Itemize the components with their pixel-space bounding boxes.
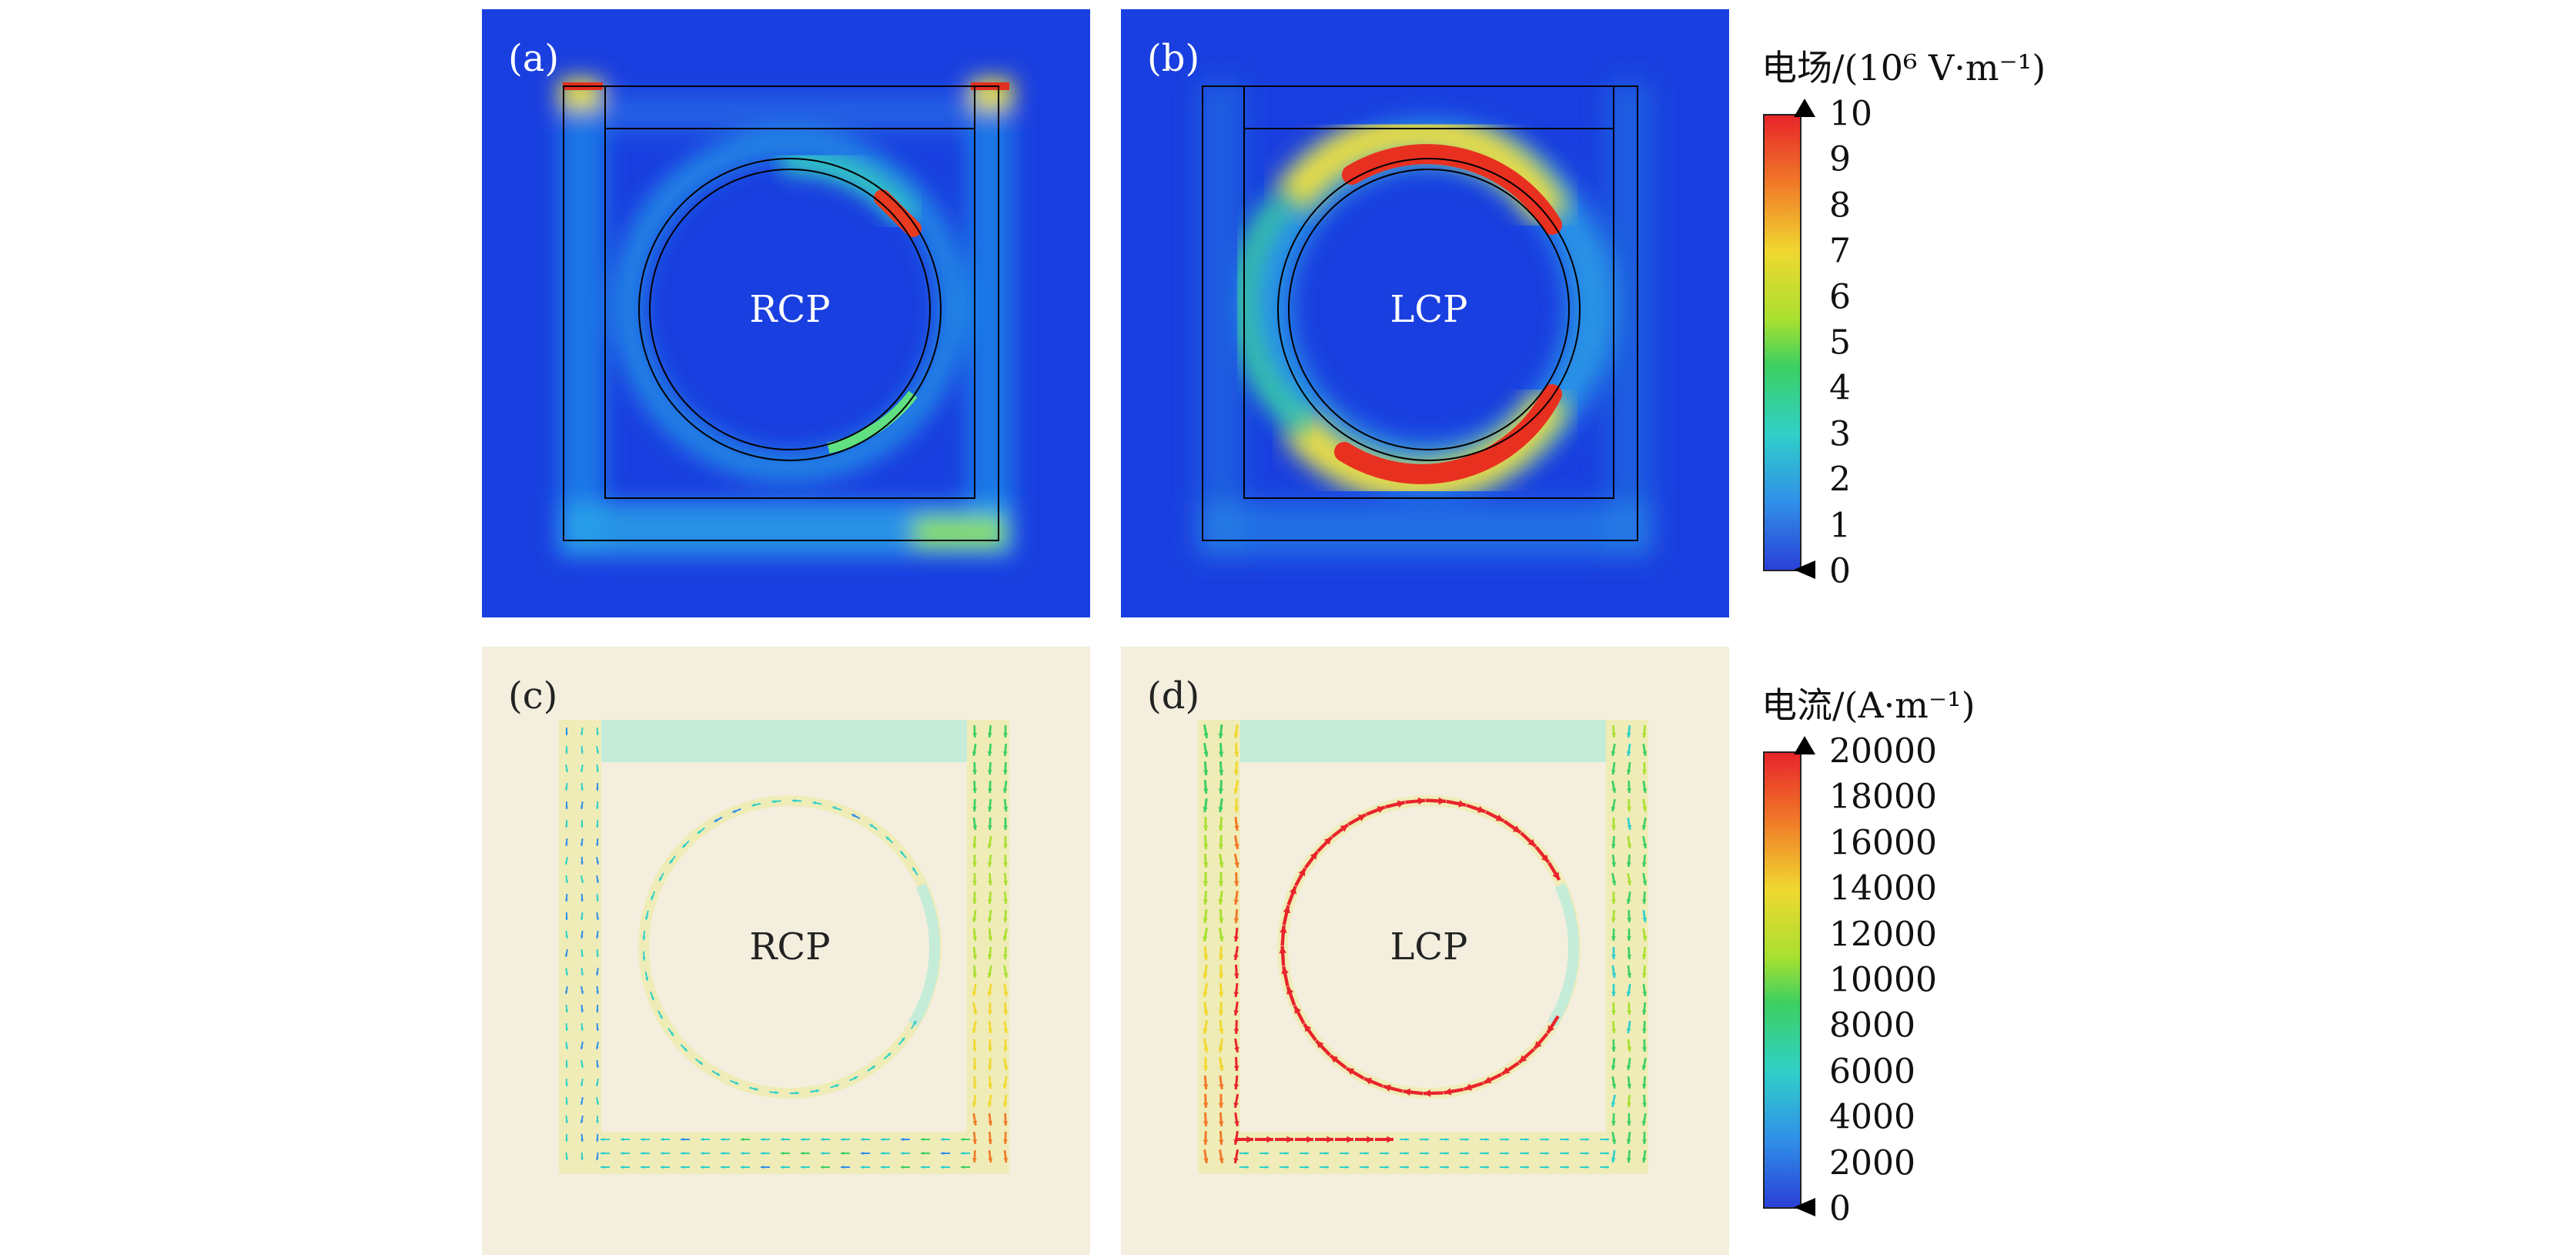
current-colorbar-tick-label: 18000 [1829, 778, 1937, 817]
current-colorbar-tick-label: 4000 [1829, 1098, 1915, 1137]
current-colorbar-tick-label: 6000 [1829, 1052, 1915, 1091]
field-colorbar-tick-label: 0 [1829, 552, 1851, 591]
field-colorbar-tick-label: 8 [1829, 186, 1851, 225]
panel-c-label: RCP [749, 925, 830, 969]
panel-b-field-lcp: (b) LCP [1121, 9, 1729, 617]
current-colorbar-max-marker [1794, 736, 1815, 754]
current-colorbar-tick-label: 0 [1829, 1189, 1851, 1229]
panel-d-current-lcp: (d) LCP [1121, 647, 1729, 1255]
current-colorbar-tick-label: 12000 [1829, 915, 1937, 954]
current-colorbar-tick-label: 20000 [1829, 732, 1937, 771]
field-colorbar-max-marker [1794, 99, 1815, 117]
current-colorbar-tick-label: 8000 [1829, 1006, 1915, 1046]
field-colorbar-tick-label: 9 [1829, 140, 1851, 179]
current-colorbar-title: 电流/(A·m⁻¹) [1761, 678, 1975, 728]
field-colorbar-tick-label: 2 [1829, 460, 1851, 500]
field-colorbar-title: 电场/(10⁶ V·m⁻¹) [1761, 40, 2046, 91]
field-colorbar-min-marker [1794, 560, 1815, 579]
current-colorbar-tick-label: 10000 [1829, 961, 1937, 1000]
panel-a-label: RCP [749, 288, 830, 331]
panel-a-field-rcp: (a) RCP [482, 9, 1090, 617]
current-colorbar [1763, 751, 1802, 1209]
field-colorbar-tick-label: 3 [1829, 414, 1851, 453]
current-colorbar-tick-label: 14000 [1829, 869, 1937, 908]
panel-b-tag: (b) [1147, 37, 1199, 80]
field-colorbar-tick-label: 1 [1829, 506, 1851, 545]
panel-b-label: LCP [1390, 288, 1468, 331]
current-colorbar-tick-label: 2000 [1829, 1143, 1915, 1183]
panel-a-tag: (a) [508, 37, 559, 80]
field-colorbar-tick-label: 6 [1829, 277, 1851, 316]
field-colorbar-tick-label: 7 [1829, 232, 1851, 271]
field-colorbar-tick-label: 5 [1829, 323, 1851, 363]
panel-c-tag: (c) [508, 674, 557, 718]
panel-d-tag: (d) [1147, 674, 1199, 718]
field-colorbar-tick-label: 10 [1829, 95, 1872, 134]
current-colorbar-tick-label: 16000 [1829, 823, 1937, 862]
panel-c-current-rcp: (c) RCP [482, 647, 1090, 1255]
field-colorbar [1763, 114, 1802, 571]
current-colorbar-min-marker [1794, 1198, 1815, 1216]
field-colorbar-tick-label: 4 [1829, 369, 1851, 408]
panel-d-label: LCP [1390, 925, 1468, 969]
